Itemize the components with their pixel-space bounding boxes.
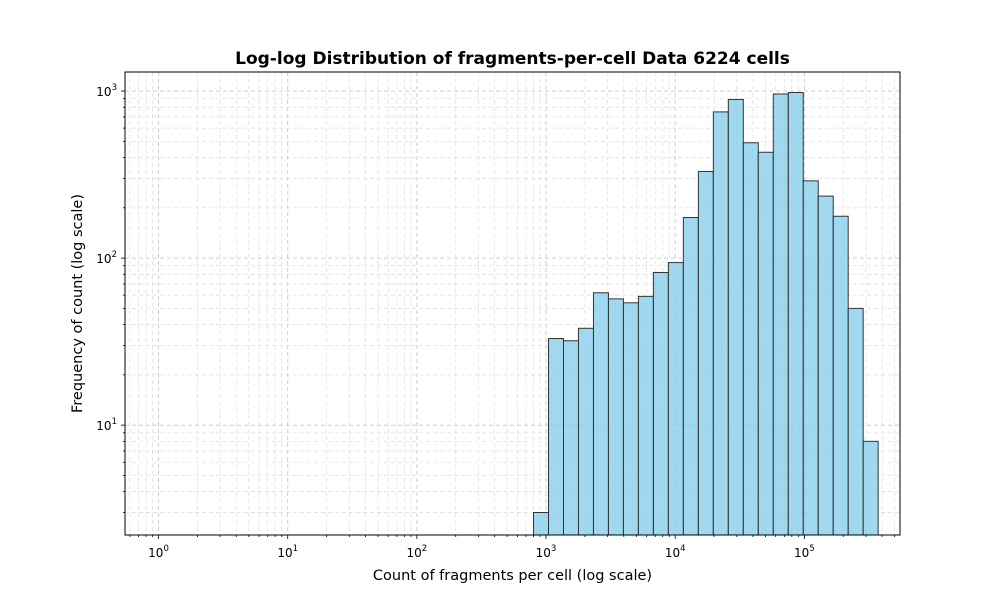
histogram-bar [712, 111, 729, 536]
histogram-bar [607, 298, 624, 536]
histogram-bar [727, 98, 744, 536]
histogram-bars [533, 92, 879, 536]
histogram-bar [862, 440, 879, 536]
y-axis-label: Frequency of count (log scale) [70, 194, 86, 413]
chart-title: Log-log Distribution of fragments-per-ce… [235, 49, 790, 69]
histogram-bar [637, 295, 654, 536]
histogram-bar [802, 180, 819, 536]
histogram-bar [787, 92, 804, 536]
histogram-bar [577, 327, 594, 536]
plot-frame [124, 71, 901, 536]
histogram-bar [682, 216, 699, 536]
histogram-bar [548, 338, 564, 536]
histogram-bar [757, 151, 774, 536]
histogram-bar [772, 93, 789, 536]
histogram-bar [652, 271, 669, 536]
x-axis-label: Count of fragments per cell (log scale) [373, 568, 652, 584]
histogram-bar [592, 292, 609, 536]
histogram-bar [533, 511, 550, 536]
histogram-bar [562, 340, 579, 536]
histogram-bar [622, 302, 639, 536]
histogram-bar [847, 307, 864, 536]
histogram-bar [742, 142, 759, 536]
histogram-bar [667, 262, 684, 536]
histogram-bar [817, 195, 834, 536]
histogram-bar [697, 170, 714, 536]
histogram-bar [832, 215, 849, 536]
